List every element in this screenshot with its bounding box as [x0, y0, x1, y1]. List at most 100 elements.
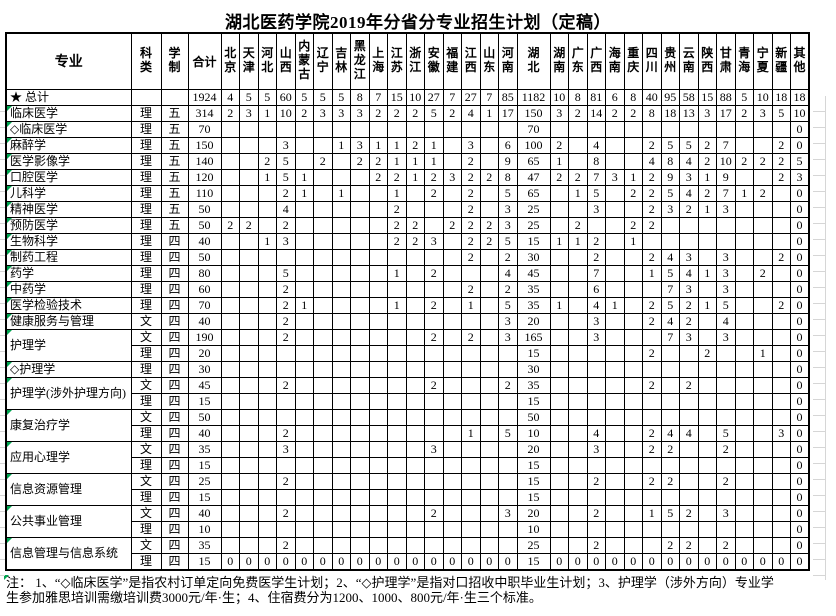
cell[interactable] — [387, 520, 407, 538]
cell[interactable]: 1 — [549, 296, 569, 314]
cell[interactable] — [568, 424, 588, 442]
cell[interactable]: 2 — [642, 248, 662, 266]
cell[interactable] — [605, 488, 625, 506]
cell[interactable]: 5 — [679, 136, 699, 154]
col-header-浙江[interactable]: 浙江 — [405, 32, 425, 90]
cell[interactable] — [239, 360, 259, 378]
cell[interactable]: 0 — [276, 552, 296, 570]
cell[interactable] — [239, 248, 259, 266]
cell[interactable]: 20 — [516, 504, 551, 522]
cell[interactable]: 15 — [697, 88, 717, 106]
cell[interactable] — [568, 136, 588, 154]
cell[interactable]: 1 — [387, 136, 407, 154]
cell[interactable]: 0 — [790, 120, 810, 138]
cell[interactable] — [442, 456, 462, 474]
cell[interactable] — [679, 216, 699, 234]
cell[interactable] — [294, 392, 314, 410]
cell[interactable]: 5 — [660, 296, 680, 314]
cell[interactable]: 2 — [387, 104, 407, 122]
cell[interactable] — [660, 360, 680, 378]
cell[interactable] — [387, 536, 407, 554]
cell[interactable] — [368, 184, 388, 202]
cell[interactable] — [586, 344, 606, 362]
cell[interactable]: 27 — [424, 88, 444, 106]
cell[interactable]: 理 — [130, 424, 162, 442]
cell[interactable]: 1 — [605, 296, 625, 314]
cell[interactable] — [220, 152, 240, 170]
cell[interactable] — [753, 408, 773, 426]
cell[interactable]: 2 — [679, 200, 699, 218]
cell[interactable] — [424, 248, 444, 266]
cell[interactable]: 5 — [276, 264, 296, 282]
cell[interactable]: 五 — [160, 120, 189, 138]
major-cell[interactable]: 康复治疗学 — [5, 408, 132, 442]
cell[interactable]: 2 — [276, 312, 296, 330]
cell[interactable] — [220, 264, 240, 282]
cell[interactable]: 50 — [516, 408, 551, 426]
cell[interactable] — [549, 280, 569, 298]
cell[interactable]: 2 — [660, 472, 680, 490]
cell[interactable] — [220, 488, 240, 506]
cell[interactable] — [350, 456, 370, 474]
cell[interactable] — [313, 248, 333, 266]
cell[interactable]: 1 — [697, 168, 717, 186]
cell[interactable]: 7 — [716, 184, 736, 202]
cell[interactable]: 2 — [549, 168, 569, 186]
cell[interactable]: 81 — [586, 88, 606, 106]
major-cell[interactable]: 应用心理学 — [5, 440, 132, 474]
cell[interactable]: 45 — [187, 376, 222, 394]
cell[interactable]: 2 — [498, 280, 518, 298]
cell[interactable] — [697, 488, 717, 506]
cell[interactable]: 0 — [790, 344, 810, 362]
cell[interactable] — [771, 344, 791, 362]
cell[interactable] — [294, 328, 314, 346]
cell[interactable]: 五 — [160, 104, 189, 122]
cell[interactable] — [424, 216, 444, 234]
cell[interactable]: 文 — [130, 504, 162, 522]
cell[interactable] — [716, 488, 736, 506]
cell[interactable] — [350, 120, 370, 138]
cell[interactable]: 2 — [276, 472, 296, 490]
cell[interactable] — [716, 456, 736, 474]
cell[interactable] — [461, 360, 481, 378]
cell[interactable] — [387, 456, 407, 474]
cell[interactable] — [753, 536, 773, 554]
cell[interactable] — [350, 536, 370, 554]
cell[interactable] — [239, 152, 259, 170]
cell[interactable]: 4 — [586, 424, 606, 442]
cell[interactable]: 3 — [716, 200, 736, 218]
cell[interactable] — [697, 408, 717, 426]
cell[interactable]: 2 — [771, 296, 791, 314]
cell[interactable]: 2 — [568, 216, 588, 234]
col-header-广东[interactable]: 广东 — [568, 32, 588, 90]
cell[interactable] — [331, 280, 351, 298]
cell[interactable] — [442, 152, 462, 170]
cell[interactable]: 2 — [405, 136, 425, 154]
cell[interactable] — [350, 232, 370, 250]
cell[interactable] — [568, 504, 588, 522]
cell[interactable] — [660, 376, 680, 394]
cell[interactable]: 四 — [160, 472, 189, 490]
cell[interactable] — [405, 120, 425, 138]
cell[interactable] — [313, 280, 333, 298]
cell[interactable]: 2 — [405, 232, 425, 250]
cell[interactable]: 理 — [130, 552, 162, 570]
cell[interactable]: 120 — [187, 168, 222, 186]
cell[interactable] — [549, 408, 569, 426]
cell[interactable]: 0 — [790, 408, 810, 426]
cell[interactable]: 30 — [516, 248, 551, 266]
cell[interactable] — [442, 536, 462, 554]
cell[interactable] — [498, 440, 518, 458]
cell[interactable] — [734, 280, 754, 298]
cell[interactable]: 理 — [130, 280, 162, 298]
cell[interactable] — [753, 440, 773, 458]
cell[interactable]: 20 — [187, 344, 222, 362]
cell[interactable]: 70 — [187, 120, 222, 138]
cell[interactable] — [276, 488, 296, 506]
cell[interactable]: 35 — [187, 440, 222, 458]
cell[interactable] — [568, 392, 588, 410]
cell[interactable]: 1 — [697, 296, 717, 314]
cell[interactable]: 2 — [642, 472, 662, 490]
cell[interactable]: 2 — [424, 168, 444, 186]
cell[interactable]: 3 — [605, 168, 625, 186]
